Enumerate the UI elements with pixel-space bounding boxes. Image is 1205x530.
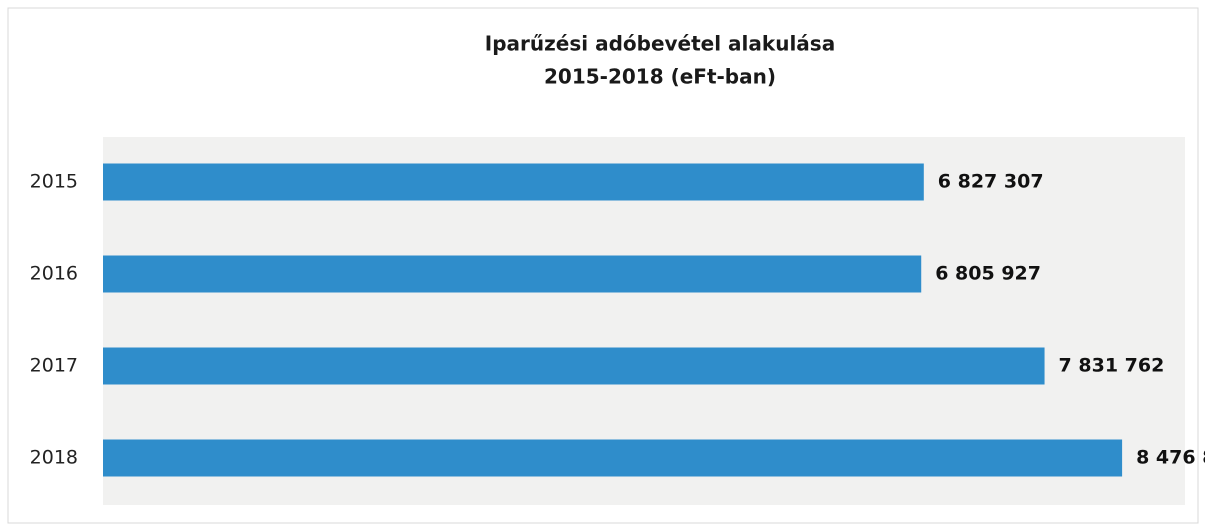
chart-subtitle: 2015-2018 (eFt-ban) [544,65,776,89]
y-tick-label: 2016 [30,263,78,285]
value-label: 8 476 856 [1136,447,1205,469]
bar [103,163,924,201]
y-tick-label: 2018 [30,447,78,469]
bar [103,439,1123,477]
value-label: 6 827 307 [938,171,1044,193]
bar [103,347,1045,385]
y-tick-label: 2017 [30,355,78,377]
chart-title: Iparűzési adóbevétel alakulása [485,32,835,56]
y-tick-label: 2015 [30,171,78,193]
value-label: 6 805 927 [935,263,1041,285]
value-label: 7 831 762 [1059,355,1165,377]
bar [103,255,922,293]
